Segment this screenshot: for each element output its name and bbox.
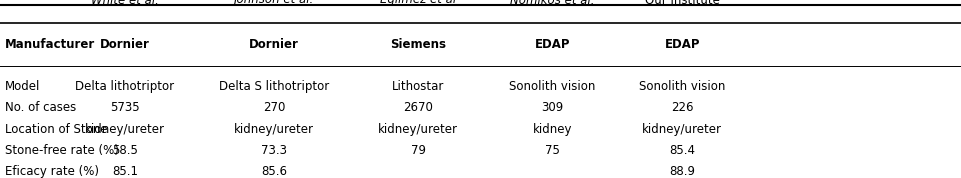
Text: 75: 75 — [545, 144, 560, 157]
Text: kidney: kidney — [532, 122, 573, 136]
Text: Sonolith vision: Sonolith vision — [509, 80, 596, 93]
Text: 309: 309 — [541, 101, 564, 114]
Text: 58.5: 58.5 — [112, 144, 137, 157]
Text: kidney/ureter: kidney/ureter — [378, 122, 458, 136]
Text: Egilmez et al: Egilmez et al — [380, 0, 456, 7]
Text: 85.1: 85.1 — [111, 165, 138, 178]
Text: Delta lithotriptor: Delta lithotriptor — [75, 80, 175, 93]
Text: 79: 79 — [410, 144, 426, 157]
Text: White et al.: White et al. — [91, 0, 159, 7]
Text: EDAP: EDAP — [665, 38, 700, 51]
Text: Stone-free rate (%): Stone-free rate (%) — [5, 144, 118, 157]
Text: 270: 270 — [262, 101, 285, 114]
Text: 5735: 5735 — [111, 101, 139, 114]
Text: kidney/ureter: kidney/ureter — [234, 122, 314, 136]
Text: No. of cases: No. of cases — [5, 101, 76, 114]
Text: Dornier: Dornier — [249, 38, 299, 51]
Text: Johnson et al.: Johnson et al. — [234, 0, 314, 7]
Text: 73.3: 73.3 — [260, 144, 287, 157]
Text: kidney/ureter: kidney/ureter — [85, 122, 165, 136]
Text: Location of Stone: Location of Stone — [5, 122, 108, 136]
Text: 2670: 2670 — [403, 101, 433, 114]
Text: Siemens: Siemens — [390, 38, 446, 51]
Text: 85.6: 85.6 — [260, 165, 287, 178]
Text: 226: 226 — [671, 101, 694, 114]
Text: Delta S lithotriptor: Delta S lithotriptor — [219, 80, 329, 93]
Text: kidney/ureter: kidney/ureter — [642, 122, 723, 136]
Text: Nomikos et al.: Nomikos et al. — [510, 0, 595, 7]
Text: Lithostar: Lithostar — [392, 80, 444, 93]
Text: Our institute: Our institute — [645, 0, 720, 7]
Text: Dornier: Dornier — [100, 38, 150, 51]
Text: Eficacy rate (%): Eficacy rate (%) — [5, 165, 99, 178]
Text: Manufacturer: Manufacturer — [5, 38, 95, 51]
Text: EDAP: EDAP — [535, 38, 570, 51]
Text: Model: Model — [5, 80, 40, 93]
Text: 88.9: 88.9 — [669, 165, 696, 178]
Text: 85.4: 85.4 — [669, 144, 696, 157]
Text: Sonolith vision: Sonolith vision — [639, 80, 726, 93]
